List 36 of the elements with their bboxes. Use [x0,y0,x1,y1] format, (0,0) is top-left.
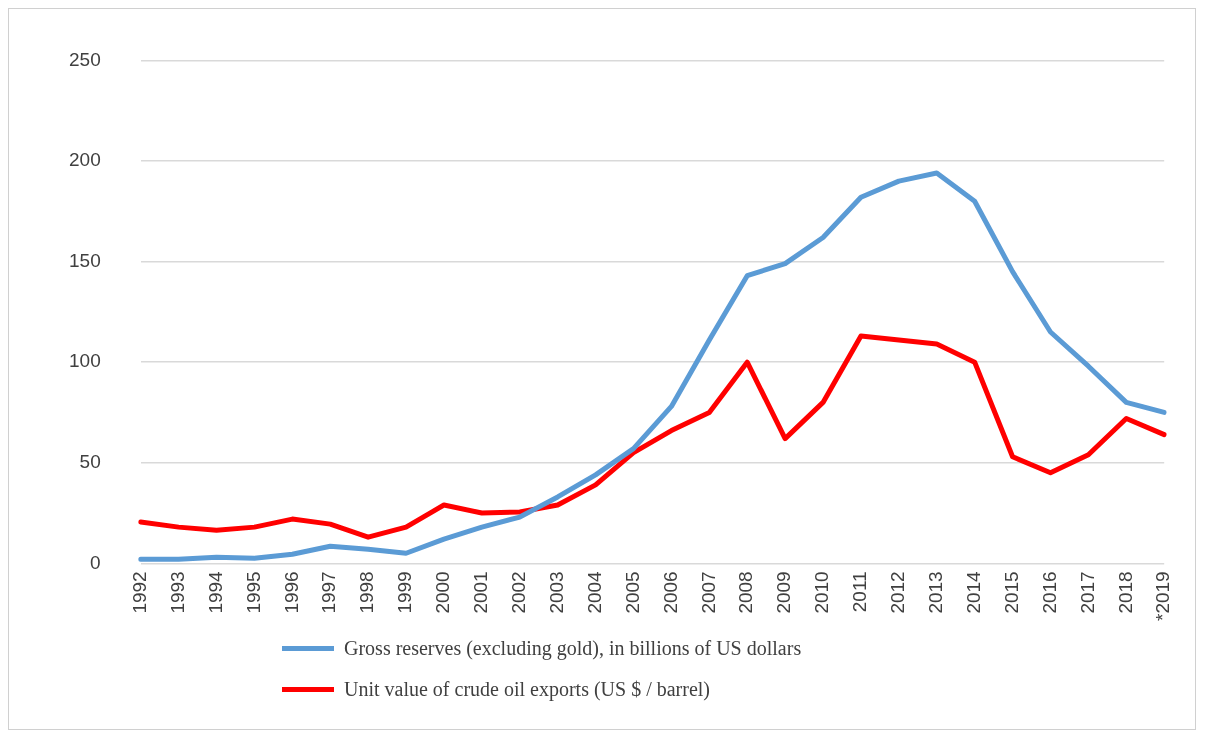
x-tick-label: 1998 [356,571,378,614]
y-tick-label: 50 [79,450,101,472]
x-tick-label: 2001 [470,571,492,614]
x-tick-label: 1997 [318,571,340,614]
x-tick-label: 2010 [811,571,833,614]
x-tick-label: 1996 [280,571,302,614]
x-tick-label: 2012 [887,571,909,614]
legend-label: Unit value of crude oil exports (US $ / barrel) [344,678,711,701]
x-tick-label: 2000 [432,571,454,614]
x-tick-label: 2006 [659,571,681,614]
x-tick-label: 1992 [128,571,150,614]
y-tick-label: 100 [69,350,101,372]
x-tick-label: 2017 [1076,571,1098,614]
x-tick-label: 2005 [621,571,643,614]
x-tick-label: 1994 [204,570,226,614]
x-tick-label: 2003 [545,571,567,614]
x-tick-label: 2015 [1000,571,1022,614]
x-tick-label: 2004 [583,570,605,614]
x-tick-label: 1995 [242,571,264,614]
x-tick-label: 2014 [962,570,984,614]
y-tick-label: 250 [69,48,101,70]
legend-label: Gross reserves (excluding gold), in billions of US dollars [344,637,802,660]
x-tick-label: 2008 [735,571,757,614]
x-tick-label: 2009 [773,571,795,614]
x-tick-label: 2018 [1114,571,1136,614]
x-tick-label: 2002 [508,571,530,614]
x-tick-label: 2011 [849,571,871,613]
y-tick-label: 150 [69,249,101,271]
x-tick-label: 2013 [924,571,946,614]
x-tick-label: *2019 [1152,571,1174,622]
y-tick-label: 200 [69,149,101,171]
x-tick-label: 1999 [394,571,416,614]
x-tick-label: 1993 [166,571,188,614]
y-tick-label: 0 [90,551,101,573]
x-tick-label: 2016 [1038,571,1060,614]
x-tick-label: 2007 [697,571,719,614]
